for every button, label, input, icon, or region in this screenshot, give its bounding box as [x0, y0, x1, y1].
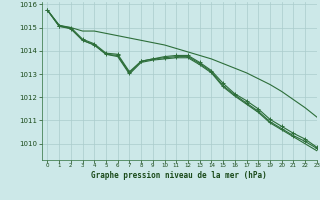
X-axis label: Graphe pression niveau de la mer (hPa): Graphe pression niveau de la mer (hPa)	[91, 171, 267, 180]
